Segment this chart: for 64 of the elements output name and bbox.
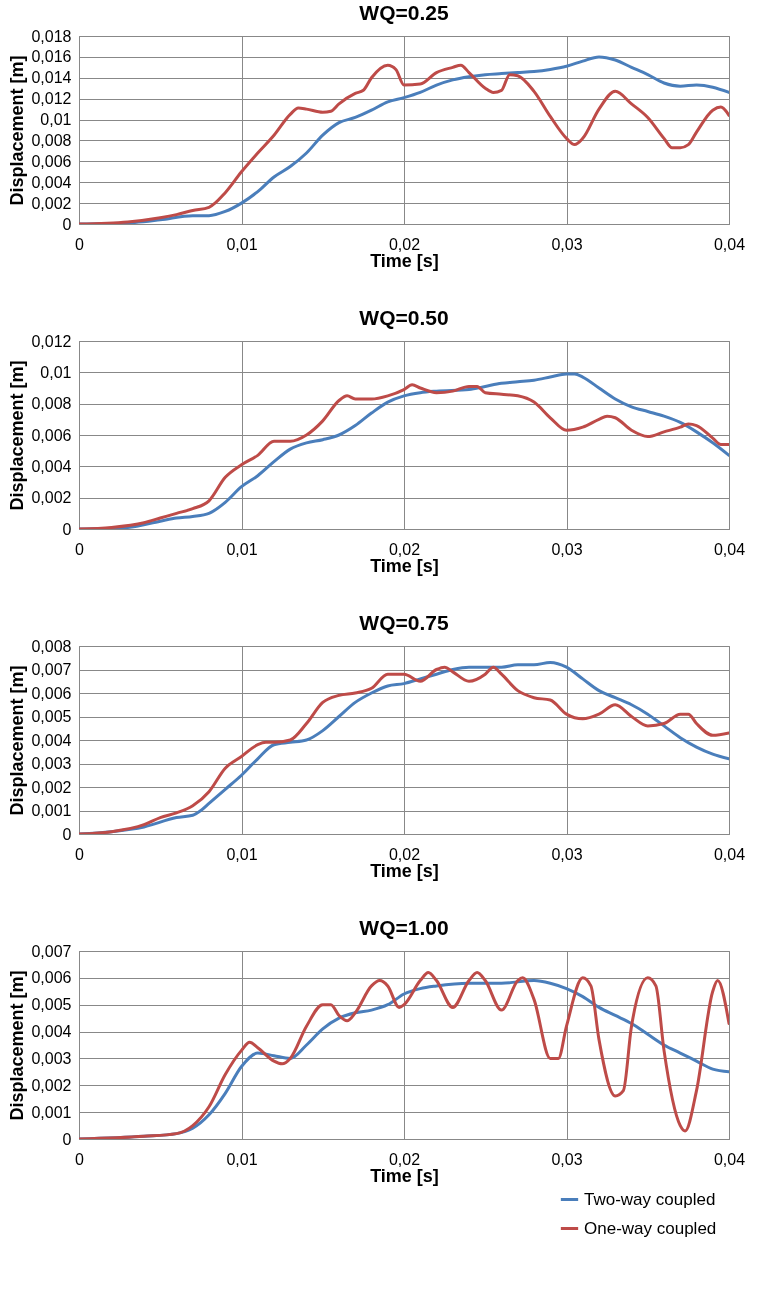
y-tick-label: 0,003 (31, 1049, 72, 1067)
x-tick-label: 0,04 (713, 1150, 746, 1168)
y-tick-label: 0 (62, 1130, 72, 1148)
x-tick-label: 0,02 (388, 540, 421, 558)
y-tick-label: 0,006 (31, 152, 72, 170)
x-tick-label: 0,04 (713, 235, 746, 253)
y-tick-label: 0,002 (31, 489, 72, 507)
legend-label: Two-way coupled (584, 1189, 716, 1209)
y-tick-label: 0,006 (31, 969, 72, 987)
x-tick-label: 0,03 (551, 845, 583, 863)
chart-title: WQ=0.25 (359, 1, 449, 24)
x-tick-label: 0,02 (388, 845, 421, 863)
y-axis-title: Displacement [m] (7, 360, 28, 511)
y-tick-label: 0 (62, 215, 72, 233)
y-tick-label: 0,016 (31, 48, 72, 66)
y-tick-label: 0,007 (31, 661, 72, 678)
chart-title: WQ=0.50 (359, 306, 449, 329)
chart-title: WQ=1.00 (359, 916, 449, 939)
x-tick-label: 0 (75, 1150, 85, 1168)
y-tick-label: 0,005 (31, 996, 72, 1014)
y-tick-label: 0,008 (31, 131, 72, 149)
y-tick-label: 0,01 (40, 363, 72, 381)
x-tick-label: 0,01 (226, 235, 258, 253)
y-axis-title: Displacement [m] (7, 665, 28, 816)
x-tick-label: 0,04 (713, 845, 746, 863)
y-tick-label: 0 (62, 520, 72, 538)
y-tick-label: 0,002 (31, 194, 72, 212)
y-tick-label: 0,008 (31, 395, 72, 413)
x-tick-label: 0,01 (226, 540, 258, 558)
y-tick-label: 0 (62, 825, 72, 843)
y-axis-title: Displacement [m] (7, 55, 28, 206)
y-tick-label: 0,004 (31, 731, 72, 749)
x-tick-label: 0,03 (551, 540, 583, 558)
y-tick-label: 0,002 (31, 778, 72, 796)
y-tick-label: 0,01 (40, 111, 72, 129)
x-tick-label: 0 (75, 235, 85, 253)
chart-title: WQ=0.75 (359, 611, 449, 634)
y-tick-label: 0,004 (31, 457, 72, 475)
y-tick-label: 0,006 (31, 684, 72, 702)
x-tick-label: 0,04 (713, 540, 746, 558)
y-tick-label: 0,014 (31, 69, 72, 87)
y-tick-label: 0,018 (31, 27, 72, 45)
x-tick-label: 0,02 (388, 1150, 421, 1168)
x-tick-label: 0 (75, 540, 85, 558)
y-tick-label: 0,007 (31, 942, 72, 960)
y-tick-label: 0,003 (31, 755, 72, 772)
y-tick-label: 0,002 (31, 1076, 72, 1094)
y-tick-label: 0,004 (31, 1023, 72, 1041)
x-tick-label: 0,02 (388, 235, 421, 253)
y-tick-label: 0,008 (31, 637, 72, 655)
y-tick-label: 0,012 (31, 332, 72, 350)
x-tick-label: 0,01 (226, 1150, 258, 1168)
x-tick-label: 0,01 (226, 845, 258, 863)
x-tick-label: 0,03 (551, 1150, 583, 1168)
y-tick-label: 0,005 (31, 708, 72, 725)
y-tick-label: 0,004 (31, 173, 72, 191)
x-tick-label: 0,03 (551, 235, 583, 253)
y-tick-label: 0,001 (31, 802, 72, 819)
legend-label: One-way coupled (584, 1218, 717, 1238)
x-tick-label: 0 (75, 845, 85, 863)
y-axis-title: Displacement [m] (7, 970, 28, 1121)
y-tick-label: 0,001 (31, 1103, 72, 1121)
y-tick-label: 0,012 (31, 90, 72, 108)
y-tick-label: 0,006 (31, 426, 72, 444)
